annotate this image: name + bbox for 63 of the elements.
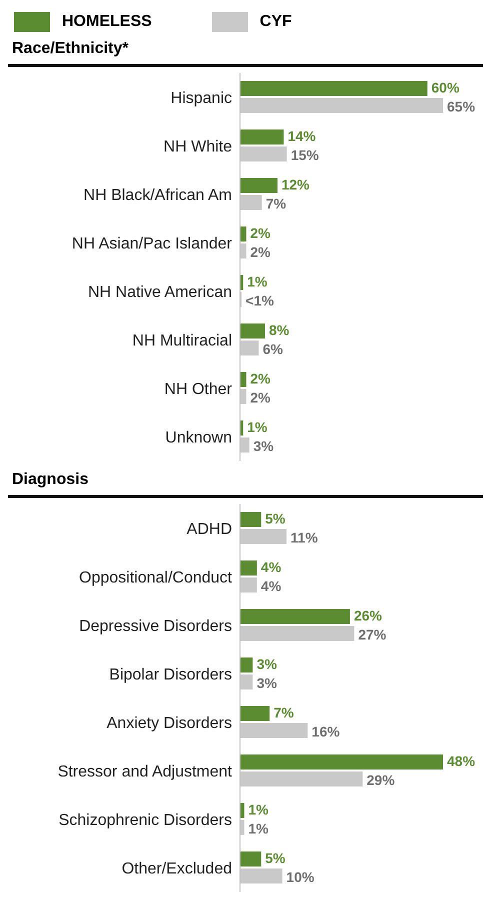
data-label: 5% — [265, 510, 286, 526]
text: Diagnosis — [11, 470, 90, 490]
data-label: 1% — [247, 418, 268, 435]
data-label: 3% — [256, 656, 278, 672]
data-label: 7% — [274, 704, 294, 720]
y-tick-label: NH White — [164, 138, 232, 156]
data-label: 48% — [447, 752, 476, 769]
data-label: 1% — [248, 820, 270, 836]
bar — [240, 178, 278, 193]
y-tick-label: Depressive Disorders — [79, 618, 232, 635]
y-tick-label: Unknown — [165, 429, 232, 446]
legend-label: CYF — [260, 13, 292, 31]
y-tick-label: NH Asian/Pac Islander — [72, 235, 233, 252]
data-label: 5% — [265, 850, 286, 866]
bar — [240, 706, 270, 721]
data-label: 29% — [366, 772, 396, 788]
legend-label: HOMELESS — [62, 13, 152, 31]
data-label: 2% — [250, 224, 272, 241]
data-label: 2% — [250, 370, 272, 386]
bar — [240, 754, 443, 770]
data-label: 6% — [262, 340, 284, 357]
data-label: 7% — [266, 195, 287, 212]
bar — [240, 81, 428, 96]
bar — [240, 658, 253, 672]
y-tick-label: Schizophrenic Disorders — [58, 812, 232, 829]
y-tick-label: NH Multiracial — [132, 332, 232, 350]
data-label: 65% — [447, 98, 476, 114]
data-label: 4% — [260, 578, 282, 594]
bar — [240, 560, 257, 576]
y-tick-label: NH Native American — [88, 284, 232, 301]
data-label: 11% — [290, 529, 318, 546]
data-label: 26% — [354, 607, 383, 624]
y-tick-label: ADHD — [186, 520, 232, 538]
data-label: 15% — [290, 146, 320, 163]
bar — [240, 130, 284, 144]
data-label: 2% — [250, 389, 272, 406]
data-label: 27% — [358, 626, 387, 642]
data-label: 1% — [248, 801, 270, 818]
data-label: 3% — [256, 674, 278, 691]
y-tick-label: Hispanic — [170, 90, 232, 107]
data-label: 3% — [253, 438, 274, 454]
data-label: 1% — [247, 273, 268, 290]
y-tick-label: Other/Excluded — [122, 860, 232, 878]
y-tick-label: Stressor and Adjustment — [58, 763, 233, 780]
data-label: 2% — [250, 244, 272, 260]
y-tick-label: NH Other — [164, 380, 233, 398]
data-label: <1% — [246, 292, 275, 308]
bar — [240, 609, 350, 624]
bar — [240, 324, 265, 338]
data-label: 14% — [288, 128, 316, 144]
data-label: 60% — [431, 79, 460, 96]
y-tick-label: Oppositional/Conduct — [79, 569, 233, 586]
data-label: 12% — [281, 176, 310, 192]
data-label: 16% — [312, 723, 340, 740]
y-tick-label: NH Black/African Am — [84, 186, 232, 204]
y-tick-label: Bipolar Disorders — [109, 666, 232, 684]
bar — [240, 512, 262, 527]
y-tick-label: Anxiety Disorders — [106, 714, 232, 732]
data-label: 10% — [286, 868, 315, 885]
data-label: 4% — [260, 558, 282, 575]
text: Race/Ethnicity* — [11, 39, 130, 59]
bar — [240, 852, 262, 866]
data-label: 8% — [268, 322, 290, 338]
